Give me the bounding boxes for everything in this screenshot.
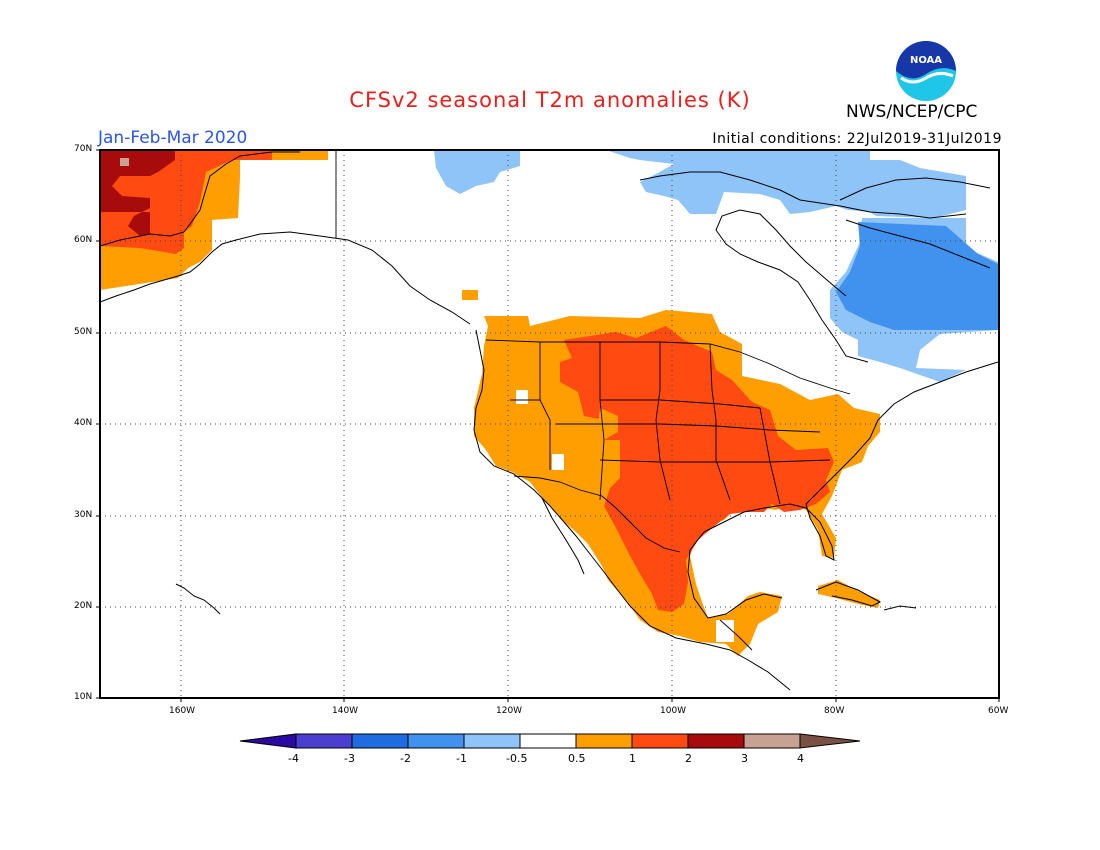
colorbar-label: -2 <box>400 752 411 765</box>
colorbar-label: -1 <box>456 752 467 765</box>
initial-conditions-label: Initial conditions: 22Jul2019-31Jul2019 <box>712 131 1002 147</box>
lat-label: 10N <box>74 692 93 702</box>
noaa-logo-text: NOAA <box>910 55 942 66</box>
colorbar-segment <box>687 733 745 749</box>
political-borders <box>335 150 851 651</box>
colorbar-segment <box>407 733 465 749</box>
colorbar-segment <box>631 733 689 749</box>
season-label: Jan-Feb-Mar 2020 <box>98 128 248 148</box>
colorbar-label: -0.5 <box>506 752 528 765</box>
lat-label: 20N <box>74 601 93 611</box>
agency-label: NWS/NCEP/CPC <box>846 102 978 122</box>
colorbar-segment <box>519 733 577 749</box>
colorbar-label: 3 <box>741 752 748 765</box>
caribbean-anomaly-region <box>462 290 880 608</box>
map-title: CFSv2 seasonal T2m anomalies (K) <box>349 88 751 112</box>
colorbar-segment <box>239 733 297 749</box>
lat-label: 40N <box>74 418 93 428</box>
colorbar-segment <box>743 733 801 749</box>
lat-label: 30N <box>74 510 93 520</box>
lon-label: 140W <box>332 706 359 716</box>
lat-label: 70N <box>74 144 93 154</box>
alaska-anomaly-region <box>100 150 328 290</box>
colorbar-segment <box>295 733 353 749</box>
coastlines <box>100 151 999 691</box>
lat-label: 50N <box>74 327 93 337</box>
canada-cold-anomaly-region <box>434 150 998 382</box>
colorbar-label: 2 <box>685 752 692 765</box>
lon-label: 160W <box>169 706 196 716</box>
lon-label: 120W <box>496 706 523 716</box>
lon-label: 100W <box>660 706 687 716</box>
colorbar-segment <box>463 733 521 749</box>
lat-label: 60N <box>74 235 93 245</box>
colorbar-label: 1 <box>629 752 636 765</box>
colorbar-label: 4 <box>797 752 804 765</box>
lon-label: 60W <box>988 706 1009 716</box>
colorbar-label: -3 <box>344 752 355 765</box>
colorbar-segment <box>575 733 633 749</box>
noaa-logo: NOAA <box>896 41 956 101</box>
colorbar-segment <box>799 733 861 749</box>
colorbar-label: -4 <box>288 752 299 765</box>
colorbar-segment <box>351 733 409 749</box>
lon-label: 80W <box>824 706 845 716</box>
axis-ticks <box>96 149 1000 702</box>
colorbar-label: 0.5 <box>568 752 586 765</box>
